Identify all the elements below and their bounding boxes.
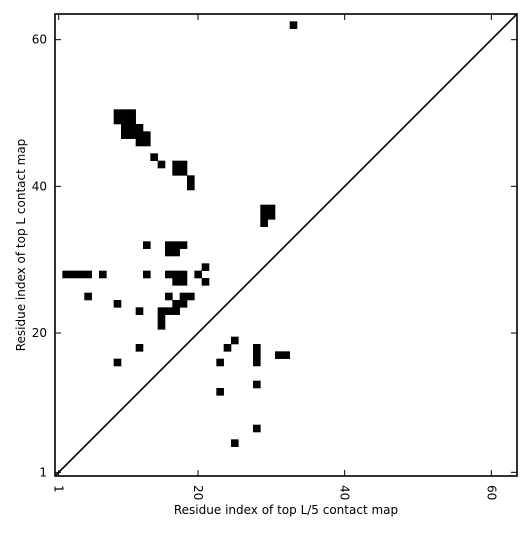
contact-cell	[113, 116, 122, 125]
contact-cell	[172, 168, 180, 176]
contact-cell	[143, 131, 151, 139]
contact-cell	[187, 175, 195, 183]
contact-cell	[172, 248, 180, 257]
contact-cell	[165, 270, 173, 279]
contact-cell	[179, 241, 188, 249]
contact-cell	[172, 270, 180, 279]
contact-cell	[194, 270, 202, 279]
plot-frame	[54, 13, 518, 477]
contact-cell	[69, 270, 78, 279]
contact-cell	[275, 351, 283, 359]
y-tick-label: 1	[39, 465, 47, 479]
contact-cell	[172, 278, 180, 286]
contact-cell	[179, 300, 188, 308]
contact-cell	[223, 344, 232, 352]
contact-cell	[62, 270, 70, 279]
contact-cell	[282, 351, 290, 359]
diagonal-line	[54, 13, 518, 477]
contact-cell	[179, 292, 188, 301]
contact-cell	[113, 358, 122, 367]
contact-cell	[172, 300, 180, 308]
contact-cells	[62, 21, 298, 447]
contact-cell	[113, 109, 122, 117]
contact-cell	[128, 124, 136, 132]
contact-cell	[172, 160, 180, 169]
contact-cell	[267, 204, 276, 213]
contact-cell	[201, 263, 210, 271]
contact-cell	[128, 131, 136, 139]
contact-cell	[150, 153, 158, 161]
x-tick-label: 40	[338, 485, 352, 500]
contact-cell	[157, 322, 166, 330]
contact-cell	[121, 109, 129, 117]
contact-cell	[135, 138, 144, 147]
contact-cell	[157, 307, 166, 315]
contact-cell	[135, 124, 144, 132]
contact-cell	[128, 109, 136, 117]
contact-cell	[253, 424, 261, 433]
axis-ticks: 1 20 40 60 1 20 40 60	[32, 14, 517, 500]
contact-cell	[135, 344, 144, 352]
contact-cell	[216, 358, 224, 367]
contact-cell	[157, 314, 166, 323]
contact-cell	[267, 212, 276, 220]
contact-cell	[253, 344, 261, 352]
contact-cell	[253, 380, 261, 389]
contact-cell	[172, 307, 180, 315]
x-axis-label: Residue index of top L/5 contact map	[174, 503, 398, 517]
y-tick-label: 60	[32, 33, 47, 47]
contact-cell	[135, 307, 144, 315]
contact-cell	[231, 336, 239, 345]
contact-cell	[179, 168, 188, 176]
x-tick-label: 60	[484, 485, 498, 500]
contact-cell	[128, 116, 136, 125]
contact-cell	[165, 248, 173, 257]
contact-cell	[99, 270, 107, 279]
contact-cell	[231, 439, 239, 447]
contact-cell	[179, 278, 188, 286]
contact-cell	[143, 138, 151, 147]
contact-cell	[289, 21, 298, 29]
contact-cell	[165, 241, 173, 249]
contact-cell	[260, 219, 268, 227]
contact-cell	[187, 182, 195, 191]
contact-cell	[121, 131, 129, 139]
contact-cell	[77, 270, 85, 279]
contact-cell	[260, 204, 268, 213]
contact-cell	[216, 388, 224, 396]
y-tick-label: 40	[32, 179, 47, 193]
y-axis-label: Residue index of top L contact map	[14, 139, 28, 352]
contact-cell	[201, 278, 210, 286]
contact-cell	[260, 212, 268, 220]
contact-cell	[157, 160, 166, 169]
contact-cell	[165, 292, 173, 301]
x-tick-label: 20	[191, 485, 205, 500]
x-tick-label: 1	[52, 485, 66, 493]
contact-cell	[172, 241, 180, 249]
contact-cell	[121, 116, 129, 125]
y-tick-label: 20	[32, 326, 47, 340]
contact-cell	[135, 131, 144, 139]
contact-cell	[143, 241, 151, 249]
contact-cell	[84, 270, 92, 279]
contact-cell	[253, 351, 261, 359]
contact-cell	[253, 358, 261, 367]
contact-cell	[165, 307, 173, 315]
contact-cell	[121, 124, 129, 132]
contact-cell	[179, 270, 188, 279]
contact-cell	[143, 270, 151, 279]
contact-cell	[179, 160, 188, 169]
contact-cell	[84, 292, 92, 301]
contact-cell	[187, 292, 195, 301]
contact-cell	[113, 300, 122, 308]
